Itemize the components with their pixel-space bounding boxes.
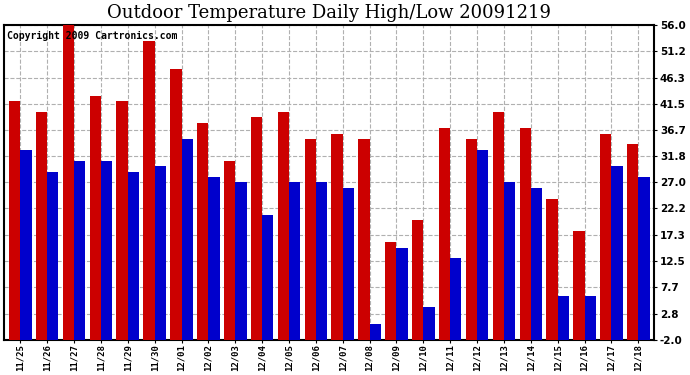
Bar	[224, 161, 235, 340]
Bar	[235, 183, 246, 340]
Bar	[504, 183, 515, 340]
Bar	[316, 183, 327, 340]
Text: Copyright 2009 Cartronics.com: Copyright 2009 Cartronics.com	[8, 32, 178, 41]
Bar	[20, 150, 32, 340]
Bar	[531, 188, 542, 340]
Bar	[450, 258, 462, 340]
Bar	[611, 166, 622, 340]
Bar	[90, 96, 101, 340]
Bar	[343, 188, 354, 340]
Bar	[128, 172, 139, 340]
Bar	[546, 199, 558, 340]
Bar	[251, 117, 262, 340]
Bar	[181, 139, 193, 340]
Bar	[520, 128, 531, 340]
Bar	[36, 112, 47, 340]
Bar	[262, 215, 273, 340]
Bar	[358, 139, 370, 340]
Bar	[638, 177, 649, 340]
Bar	[627, 144, 638, 340]
Bar	[277, 112, 289, 340]
Bar	[584, 296, 596, 340]
Bar	[117, 101, 128, 340]
Bar	[155, 166, 166, 340]
Bar	[331, 134, 343, 340]
Bar	[412, 220, 424, 340]
Bar	[397, 248, 408, 340]
Bar	[573, 231, 584, 340]
Bar	[493, 112, 504, 340]
Bar	[9, 101, 20, 340]
Bar	[424, 307, 435, 340]
Title: Outdoor Temperature Daily High/Low 20091219: Outdoor Temperature Daily High/Low 20091…	[107, 4, 551, 22]
Bar	[439, 128, 450, 340]
Bar	[197, 123, 208, 340]
Bar	[170, 69, 181, 340]
Bar	[74, 161, 86, 340]
Bar	[477, 150, 489, 340]
Bar	[144, 41, 155, 340]
Bar	[558, 296, 569, 340]
Bar	[101, 161, 112, 340]
Bar	[289, 183, 300, 340]
Bar	[304, 139, 316, 340]
Bar	[600, 134, 611, 340]
Bar	[466, 139, 477, 340]
Bar	[385, 242, 397, 340]
Bar	[63, 20, 74, 340]
Bar	[208, 177, 219, 340]
Bar	[370, 324, 381, 340]
Bar	[47, 172, 59, 340]
